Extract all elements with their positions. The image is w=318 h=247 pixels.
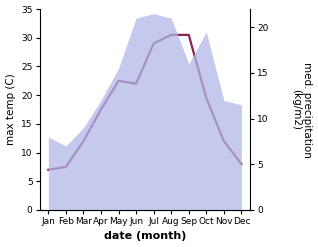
- X-axis label: date (month): date (month): [104, 231, 186, 242]
- Y-axis label: max temp (C): max temp (C): [5, 74, 16, 145]
- Y-axis label: med. precipitation
(kg/m2): med. precipitation (kg/m2): [291, 62, 313, 157]
